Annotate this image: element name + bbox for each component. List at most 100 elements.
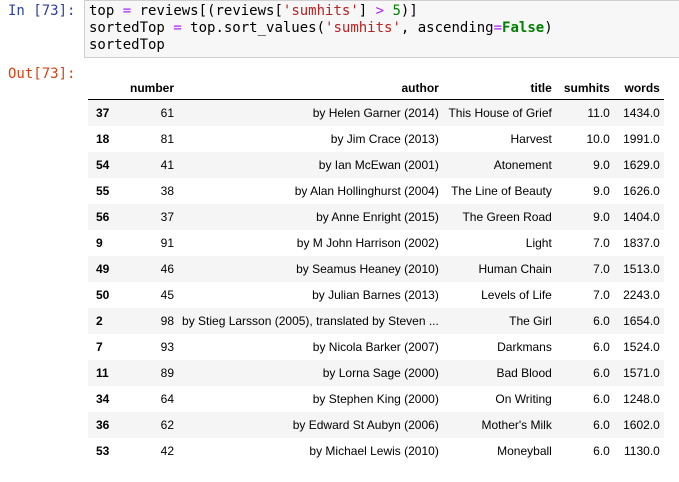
table-row: 34 64 by Stephen King (2000) On Writing 6.0 1… [88, 386, 664, 412]
code-token [114, 3, 122, 19]
table-row: 56 37 by Anne Enright (2015) The Green Road… [88, 204, 664, 230]
table-cell: The Green Road [462, 210, 552, 224]
table-cell: 38 [160, 184, 175, 198]
table-cell: On Writing [495, 392, 552, 406]
table-cell: 6.0 [593, 392, 610, 406]
row-index: 55 [96, 184, 110, 198]
code-line: top = reviews[(reviews['sumhits'] > 5)] [89, 3, 679, 20]
row-index: 54 [96, 158, 110, 172]
table-row: 49 46 by Seamus Heaney (2010) Human Chain 7.… [88, 256, 664, 282]
code-line: sortedTop = top.sort_values('sumhits', a… [89, 20, 679, 37]
table-cell: 1626.0 [623, 184, 660, 198]
table-cell: Mother's Milk [481, 418, 552, 432]
column-header-author: author [178, 77, 443, 100]
table-cell: 6.0 [593, 314, 610, 328]
table-cell: This House of Grief [448, 106, 552, 120]
table-cell: 89 [160, 366, 175, 380]
table-cell: by Nicola Barker (2007) [312, 340, 439, 354]
row-index: 36 [96, 418, 110, 432]
table-cell: 1130.0 [624, 444, 660, 458]
table-cell: by Michael Lewis (2010) [309, 444, 439, 458]
table-header: number author title sumhits words [88, 77, 664, 100]
table-cell: 6.0 [593, 418, 610, 432]
table-row: 2 98 by Stieg Larsson (2005), translated b… [88, 308, 664, 334]
table-cell: 1248.0 [623, 392, 660, 406]
output-prompt: Out[73]: [8, 66, 76, 82]
row-index: 2 [96, 314, 103, 328]
code-token: ] [358, 3, 376, 19]
table-row: 11 89 by Lorna Sage (2000) Bad Blood 6.0 1571… [88, 360, 664, 386]
table-cell: 41 [160, 158, 175, 172]
code-token: = [122, 3, 132, 19]
table-cell: 9.0 [593, 184, 610, 198]
table-cell: by M John Harrison (2002) [296, 236, 439, 250]
input-prompt: In [73]: [8, 3, 76, 19]
table-cell: 46 [160, 262, 175, 276]
code-token: = [173, 20, 182, 36]
code-token: top.sort_values( [181, 20, 326, 36]
row-index: 34 [96, 392, 110, 406]
table-cell: 1513.0 [623, 262, 660, 276]
table-cell: 1434.0 [623, 106, 660, 120]
table-cell: The Line of Beauty [451, 184, 552, 198]
table-cell: 7.0 [593, 236, 610, 250]
table-row: 36 62 by Edward St Aubyn (2006) Mother's Mi… [88, 412, 664, 438]
table-cell: 1571.0 [623, 366, 660, 380]
table-cell: 62 [160, 418, 175, 432]
table-row: 53 42 by Michael Lewis (2010) Moneyball 6.0 1… [88, 438, 664, 464]
table-cell: Levels of Life [481, 288, 552, 302]
code-token: = [493, 20, 503, 36]
table-cell: 7.0 [593, 262, 610, 276]
table-row: 18 81 by Jim Crace (2013) Harvest 10.0 1991.0 [88, 126, 664, 152]
table-cell: Moneyball [497, 444, 552, 458]
table-cell: by Ian McEwan (2001) [318, 158, 439, 172]
table-cell: Darkmans [497, 340, 552, 354]
table-cell: Harvest [510, 132, 552, 146]
table-cell: by Jim Crace (2013) [330, 132, 439, 146]
table-cell: 1602.0 [623, 418, 660, 432]
table-cell: 81 [160, 132, 175, 146]
table-cell: by Alan Hollinghurst (2004) [294, 184, 439, 198]
table-cell: by Edward St Aubyn (2006) [292, 418, 439, 432]
code-token: top [89, 3, 115, 19]
table-cell: 91 [160, 236, 175, 250]
code-token: 'sumhits' [325, 20, 401, 36]
column-header-number: number [126, 77, 179, 100]
table-cell: The Girl [509, 314, 552, 328]
table-cell: 1991.0 [623, 132, 660, 146]
table-cell: Atonement [493, 158, 552, 172]
table-cell: Human Chain [478, 262, 552, 276]
table-cell: by Anne Enright (2015) [316, 210, 439, 224]
code-token: reviews[(reviews[ [131, 3, 283, 19]
row-index: 18 [96, 132, 110, 146]
table-cell: Light [525, 236, 552, 250]
code-token: sortedTop [89, 37, 165, 53]
column-header-sumhits: sumhits [555, 77, 614, 100]
table-row: 55 38 by Alan Hollinghurst (2004) The Line … [88, 178, 664, 204]
table-cell: 6.0 [593, 340, 610, 354]
code-token: 'sumhits' [282, 3, 359, 19]
table-cell: 61 [160, 106, 175, 120]
dataframe-output: number author title sumhits words 37 61 by… [88, 77, 664, 464]
table-cell: by Stephen King (2000) [312, 392, 439, 406]
code-input-cell[interactable]: top = reviews[(reviews['sumhits'] > 5)] s… [84, 0, 679, 58]
table-cell: 6.0 [593, 366, 610, 380]
code-token: , ascending [400, 20, 494, 36]
table-cell: by Julian Barnes (2013) [312, 288, 439, 302]
table-cell: 1629.0 [623, 158, 660, 172]
code-token: )] [400, 3, 418, 19]
table-row: 7 93 by Nicola Barker (2007) Darkmans 6.0 152… [88, 334, 664, 360]
column-header-title: title [442, 77, 556, 100]
code-token: sortedTop [89, 20, 174, 36]
table-cell: 64 [160, 392, 175, 406]
table-row: 50 45 by Julian Barnes (2013) Levels of Lif… [88, 282, 664, 308]
code-editor[interactable]: top = reviews[(reviews['sumhits'] > 5)] s… [89, 3, 679, 54]
code-token: ) [544, 20, 553, 36]
table-cell: by Seamus Heaney (2010) [296, 262, 439, 276]
table-cell: 9.0 [593, 158, 610, 172]
table-cell: by Helen Garner (2014) [312, 106, 439, 120]
table-cell: 9.0 [593, 210, 610, 224]
table-cell: 2243.0 [623, 288, 660, 302]
table-row: 54 41 by Ian McEwan (2001) Atonement 9.0 1629… [88, 152, 664, 178]
table-cell: 93 [160, 340, 175, 354]
